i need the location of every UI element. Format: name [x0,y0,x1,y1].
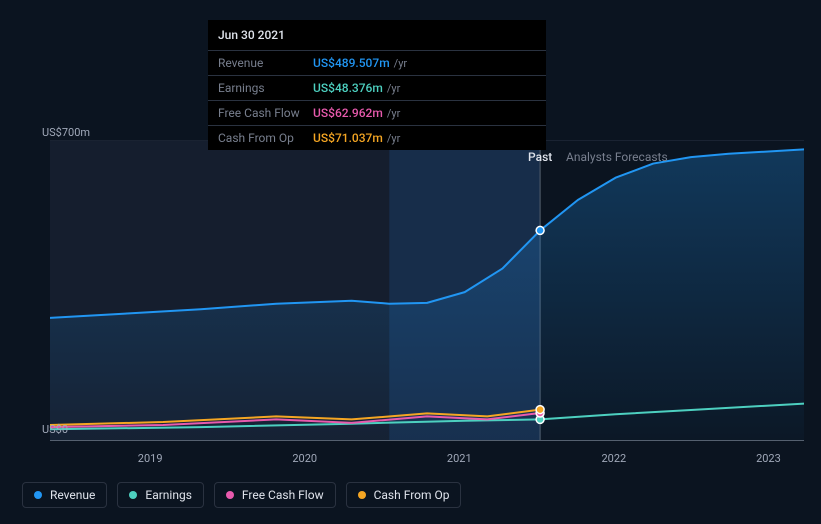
tooltip-row-unit: /yr [394,57,407,70]
tooltip-row: RevenueUS$489.507m/yr [208,51,546,76]
legend-item-label: Revenue [50,488,95,502]
tooltip-row-value: US$489.507m [313,56,390,70]
y-axis-top-label: US$700m [42,126,90,139]
legend-item[interactable]: Earnings [117,482,204,508]
x-axis-label: 2019 [138,452,163,465]
tooltip-row-value: US$62.962m [313,106,383,120]
forecast-label: Analysts Forecasts [566,150,668,164]
legend-dot-icon [226,491,234,499]
x-axis-label: 2021 [447,452,472,465]
tooltip-row: Cash From OpUS$71.037m/yr [208,126,546,150]
legend-item-label: Free Cash Flow [242,488,324,502]
legend-item-label: Cash From Op [374,488,450,502]
x-axis-label: 2023 [756,452,781,465]
tooltip-row-unit: /yr [387,82,400,95]
legend-item[interactable]: Free Cash Flow [214,482,336,508]
tooltip-row-value: US$48.376m [313,81,383,95]
tooltip-row-label: Free Cash Flow [218,106,313,120]
past-label: Past [528,150,552,164]
tooltip-row-label: Cash From Op [218,131,313,145]
tooltip-row: Free Cash FlowUS$62.962m/yr [208,101,546,126]
legend-item-label: Earnings [145,488,192,502]
legend-item[interactable]: Revenue [22,482,107,508]
legend-dot-icon [129,491,137,499]
chart-svg [50,140,804,460]
plot-area[interactable]: US$700m US$0 20192020202120222023 [50,140,804,440]
legend: Revenue Earnings Free Cash Flow Cash From O… [22,482,461,508]
tooltip-row-value: US$71.037m [313,131,383,145]
tooltip-row-unit: /yr [387,132,400,145]
x-axis-label: 2022 [602,452,627,465]
x-axis-label: 2020 [292,452,317,465]
legend-dot-icon [358,491,366,499]
legend-item[interactable]: Cash From Op [346,482,462,508]
tooltip-row-label: Earnings [218,81,313,95]
chart-container: Jun 30 2021 RevenueUS$489.507m/yrEarning… [18,0,804,480]
tooltip-row: EarningsUS$48.376m/yr [208,76,546,101]
tooltip-row-unit: /yr [387,107,400,120]
legend-dot-icon [34,491,42,499]
y-axis-bottom-label: US$0 [42,423,68,436]
chart-tooltip: Jun 30 2021 RevenueUS$489.507m/yrEarning… [208,20,546,150]
tooltip-date: Jun 30 2021 [208,20,546,51]
tooltip-row-label: Revenue [218,56,313,70]
